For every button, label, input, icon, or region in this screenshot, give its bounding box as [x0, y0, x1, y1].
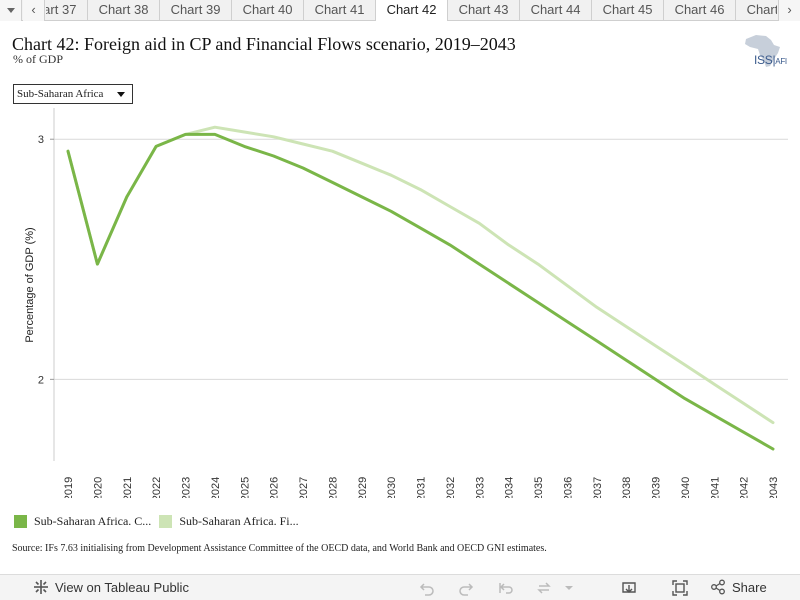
x-tick-label: 2027	[298, 477, 310, 498]
tab-scroll-right-icon[interactable]: ›	[778, 0, 800, 21]
tab-chart-37[interactable]: Chart 37	[46, 0, 88, 21]
tab-chart-43[interactable]: Chart 43	[448, 0, 520, 21]
tab-chart-38[interactable]: Chart 38	[88, 0, 160, 21]
chart-subtitle: % of GDP	[13, 52, 63, 66]
x-tick-label: 2021	[122, 477, 134, 498]
tableau-toolbar: View on Tableau Public Share	[0, 574, 800, 600]
tab-chart-47[interactable]: Chart 47	[736, 0, 777, 21]
logo-text-iss: ISS	[754, 53, 773, 67]
chart-legend: Sub-Saharan Africa. C... Sub-Saharan Afri…	[14, 514, 307, 529]
x-tick-label: 2035	[533, 477, 545, 498]
share-label: Share	[732, 579, 767, 595]
y-axis: 23	[38, 108, 55, 461]
revert-icon[interactable]	[498, 580, 514, 596]
logo-text: ISS|AFI	[754, 53, 787, 67]
x-tick-label: 2024	[210, 477, 222, 498]
x-tick-label: 2031	[416, 477, 428, 498]
series-line-1[interactable]	[66, 125, 775, 425]
legend-item[interactable]: Sub-Saharan Africa. Fi...	[159, 514, 299, 529]
x-tick-label: 2037	[592, 477, 604, 498]
x-tick-label: 2023	[181, 477, 193, 498]
tab-scroll-left-icon[interactable]: ‹	[23, 0, 45, 21]
redo-icon[interactable]	[458, 580, 474, 596]
tab-chart-41[interactable]: Chart 41	[304, 0, 376, 21]
y-tick-label: 3	[38, 134, 44, 146]
x-axis: 2019 2020 2021 2022 2023 2024 2025 2026 2027 2028…	[63, 477, 780, 498]
region-select-value: Sub-Saharan Africa	[17, 88, 104, 100]
download-icon[interactable]	[621, 580, 637, 596]
x-tick-label: 2030	[386, 477, 398, 498]
tab-chart-45[interactable]: Chart 45	[592, 0, 664, 21]
chart-gridlines	[54, 138, 788, 380]
x-tick-label: 2033	[474, 477, 486, 498]
tab-chart-44[interactable]: Chart 44	[520, 0, 592, 21]
tab-chart-39[interactable]: Chart 39	[160, 0, 232, 21]
y-axis-label: Percentage of GDP (%)	[24, 227, 36, 342]
tab-list-dropdown[interactable]	[0, 0, 22, 21]
x-tick-label: 2041	[709, 477, 721, 498]
iss-africa-logo: ISS|AFI	[738, 33, 790, 69]
legend-label: Sub-Saharan Africa. C...	[34, 514, 152, 528]
legend-item[interactable]: Sub-Saharan Africa. C...	[14, 514, 151, 529]
y-tick-label: 2	[38, 374, 44, 386]
x-tick-label: 2038	[621, 477, 633, 498]
refresh-icon[interactable]	[536, 580, 552, 596]
x-tick-label: 2034	[504, 477, 516, 498]
line-chart: 23 2019 2020 2021 2022 2023 2024 2025 2026 2027 2…	[24, 108, 788, 498]
logo-text-separator: |	[772, 53, 776, 67]
fullscreen-icon[interactable]	[672, 580, 688, 596]
series-line-0[interactable]	[66, 132, 775, 451]
tab-chart-42[interactable]: Chart 42	[376, 0, 448, 21]
region-select[interactable]: Sub-Saharan Africa	[13, 84, 133, 104]
chart-series	[66, 125, 775, 451]
x-tick-label: 2020	[92, 477, 104, 498]
x-tick-label: 2026	[269, 477, 281, 498]
x-tick-label: 2022	[151, 477, 163, 498]
africa-map-icon	[745, 35, 780, 67]
view-on-tableau-label: View on Tableau Public	[55, 579, 189, 595]
legend-swatch	[159, 515, 173, 528]
logo-text-afi: AFI	[775, 57, 787, 66]
x-tick-label: 2042	[739, 477, 751, 498]
legend-swatch	[14, 515, 27, 528]
x-tick-label: 2025	[239, 477, 251, 498]
view-on-tableau-link[interactable]: View on Tableau Public	[33, 579, 189, 595]
x-tick-label: 2039	[651, 477, 663, 498]
chart-title: Chart 42: Foreign aid in CP and Financia…	[12, 34, 516, 54]
x-tick-label: 2040	[680, 477, 692, 498]
tableau-logo-icon	[34, 580, 48, 594]
x-tick-label: 2019	[63, 477, 75, 498]
x-tick-label: 2029	[357, 477, 369, 498]
chevron-down-icon[interactable]	[564, 580, 580, 596]
chevron-down-icon	[117, 92, 125, 97]
legend-label: Sub-Saharan Africa. Fi...	[179, 514, 299, 528]
x-tick-label: 2036	[562, 477, 574, 498]
tab-chart-46[interactable]: Chart 46	[664, 0, 736, 21]
x-tick-label: 2032	[445, 477, 457, 498]
share-icon	[711, 579, 725, 595]
x-tick-label: 2028	[327, 477, 339, 498]
source-note: Source: IFs 7.63 initialising from Devel…	[12, 543, 547, 554]
tab-chart-40[interactable]: Chart 40	[232, 0, 304, 21]
x-tick-label: 2043	[768, 477, 780, 498]
undo-icon[interactable]	[419, 580, 435, 596]
share-button[interactable]: Share	[710, 579, 767, 595]
